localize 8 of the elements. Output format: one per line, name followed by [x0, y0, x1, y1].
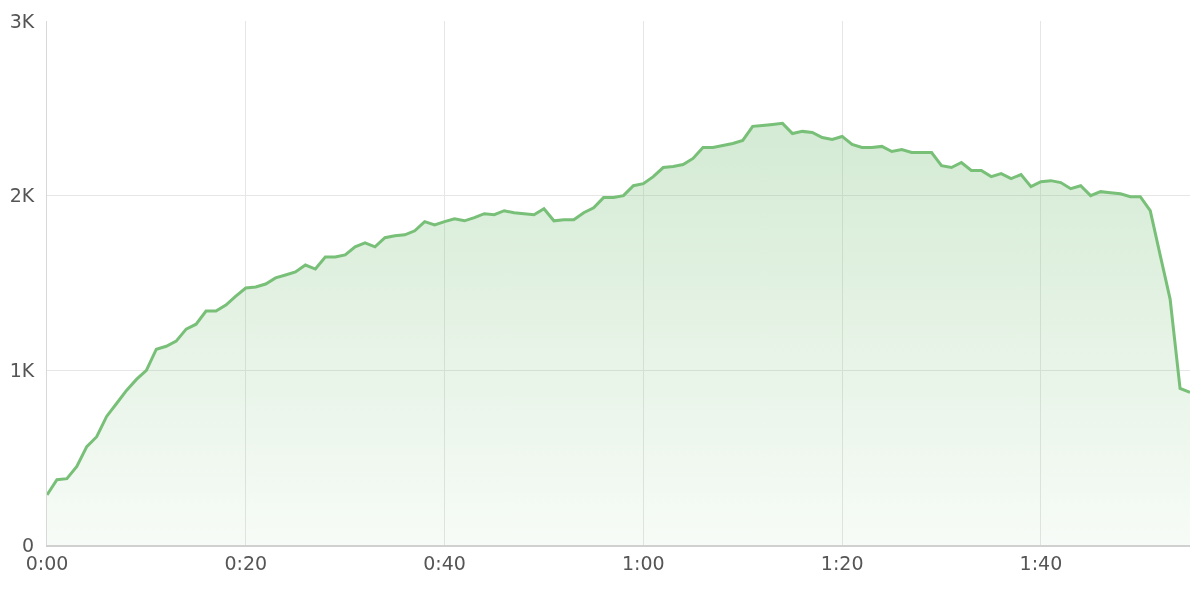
y-tick-label: 2K	[9, 184, 35, 207]
x-tick-label: 1:00	[622, 551, 665, 574]
x-tick-label: 1:40	[1019, 551, 1063, 574]
x-tick-label: 1:20	[820, 551, 864, 574]
x-tick-label: 0:20	[224, 551, 268, 574]
x-tick-label: 0:40	[423, 551, 466, 574]
y-tick-label: 3K	[9, 9, 35, 32]
y-tick-label: 1K	[9, 358, 35, 381]
